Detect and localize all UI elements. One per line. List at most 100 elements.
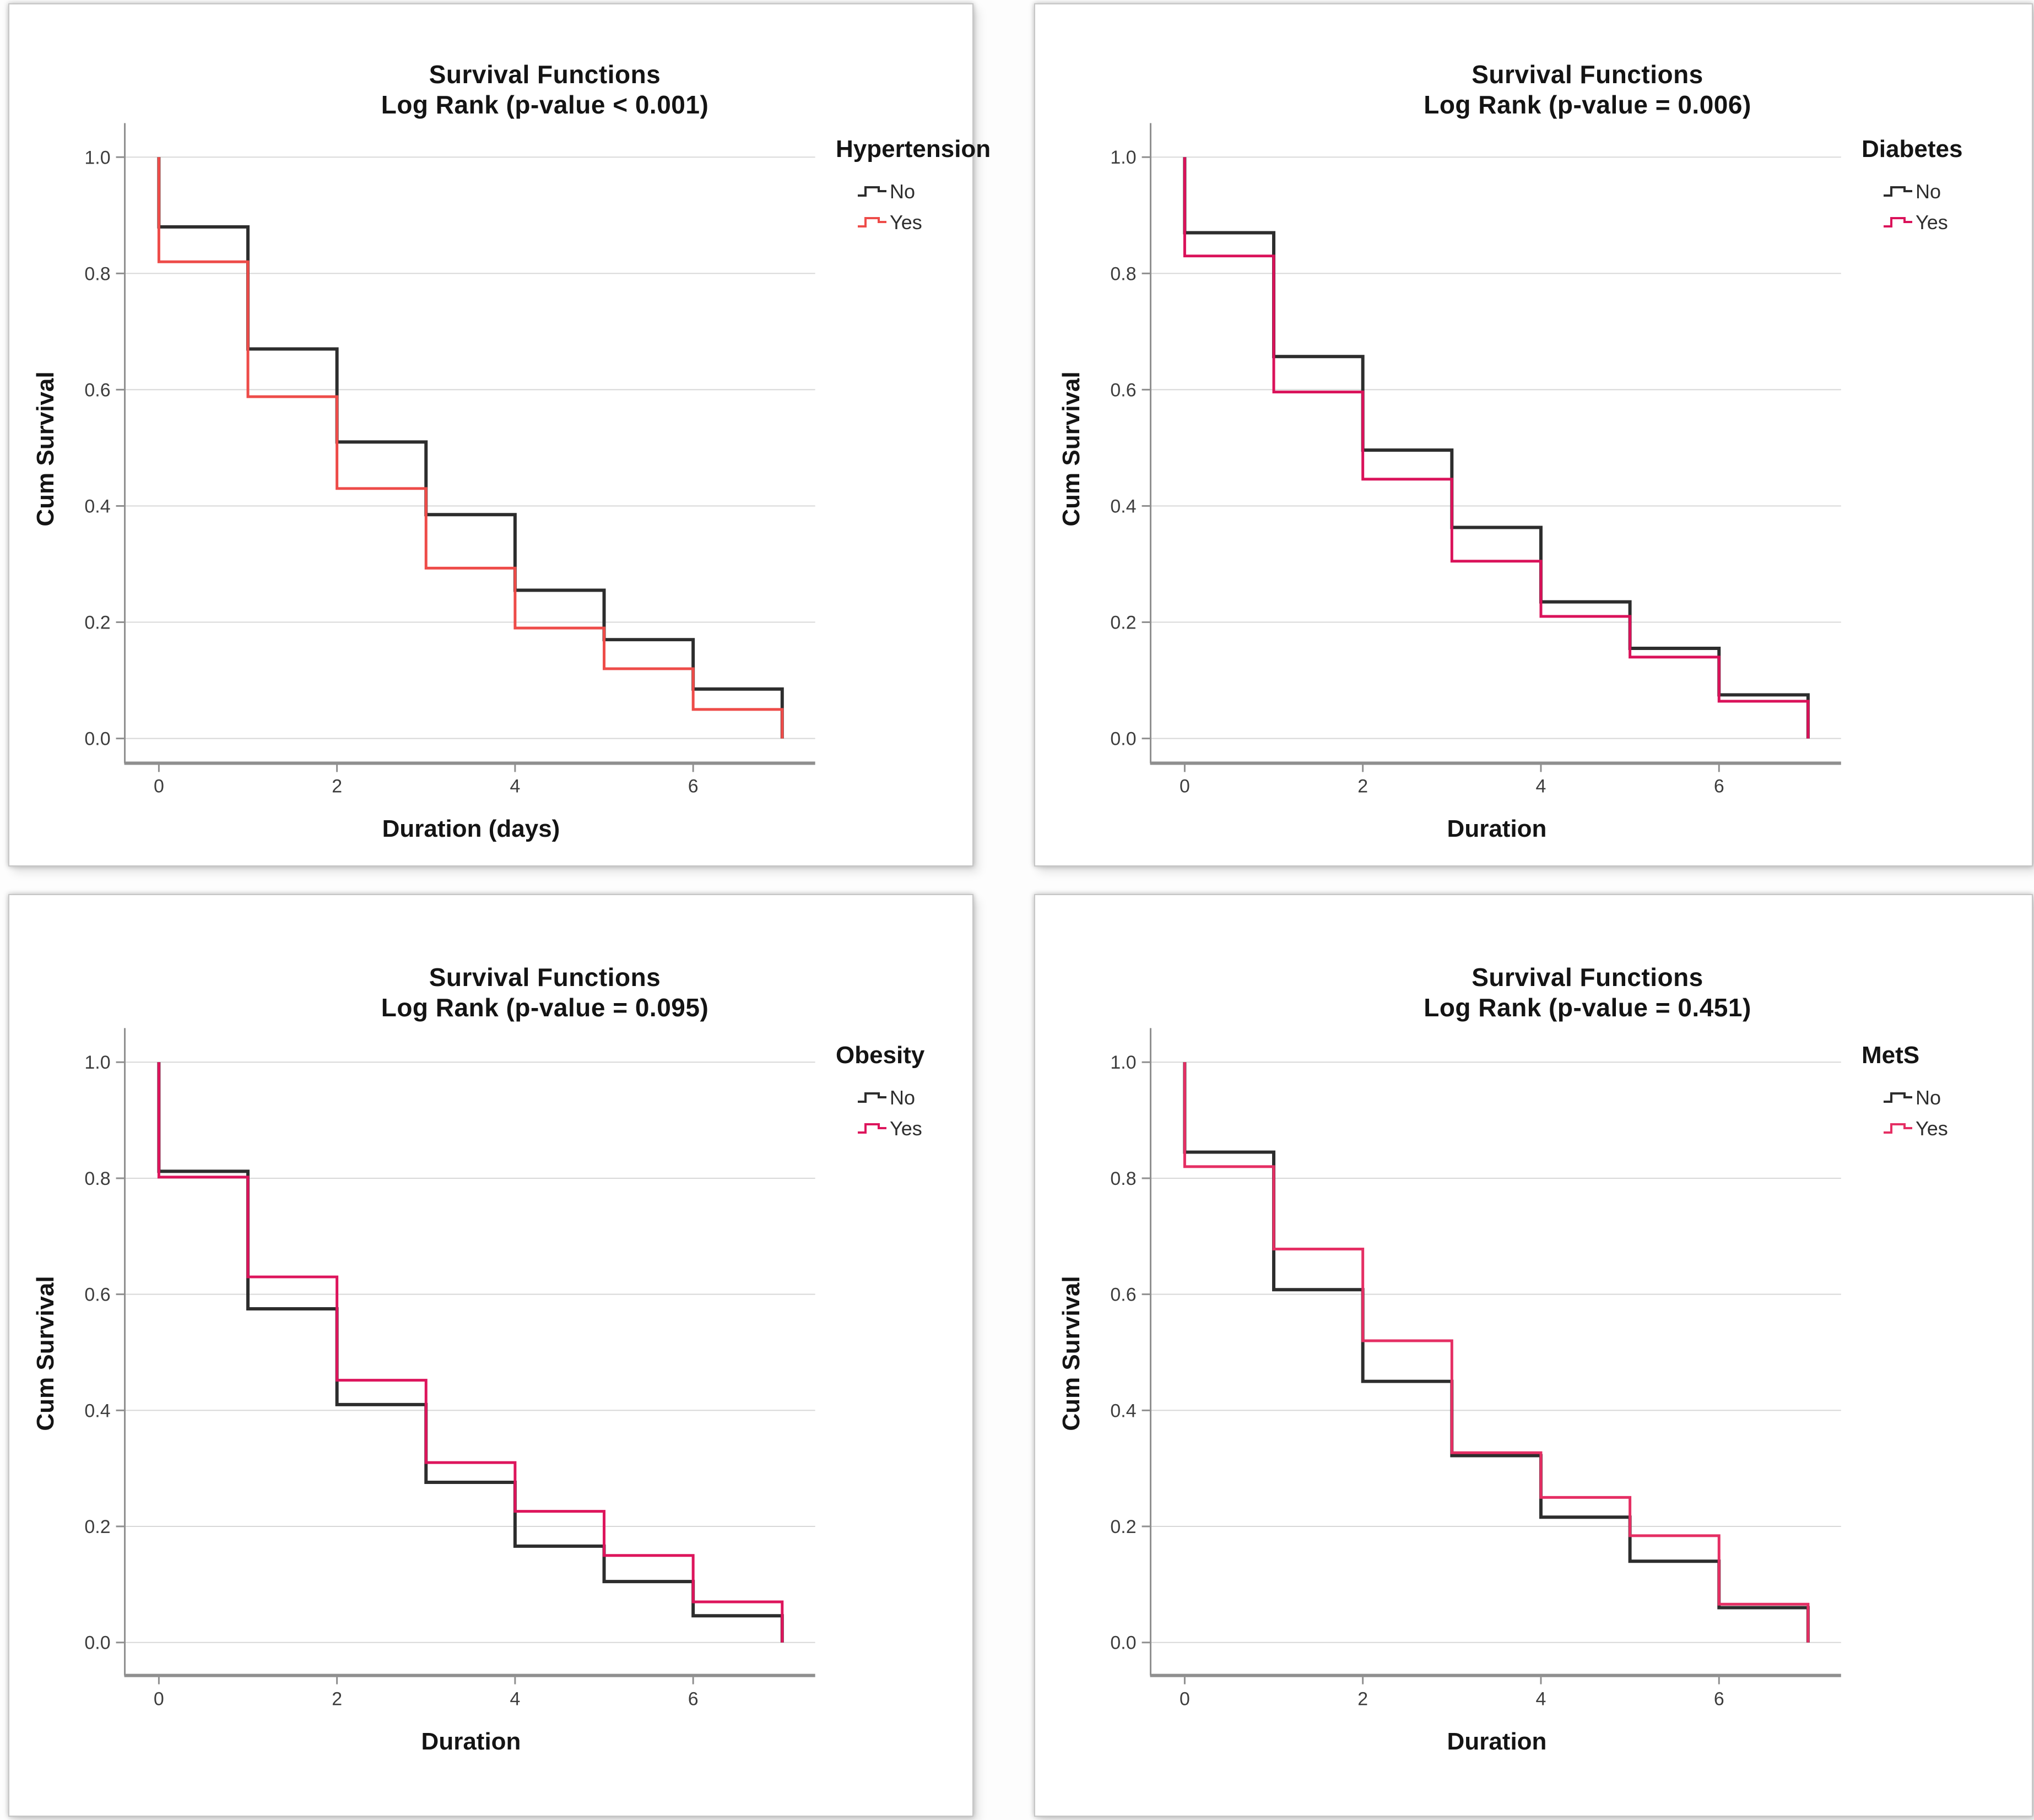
legend: Obesity No Yes <box>828 1042 1013 1144</box>
y-tick-label: 0.4 <box>84 496 110 517</box>
legend-item-no: No <box>1882 176 2034 207</box>
survival-curve-yes <box>1183 157 1810 739</box>
step-line-icon <box>858 217 886 228</box>
x-tick-label: 0 <box>1180 776 1190 797</box>
y-tick-label: 0.8 <box>1110 263 1136 284</box>
x-tick-label: 4 <box>1536 776 1546 797</box>
survival-curve-no <box>1183 157 1810 739</box>
step-line-icon <box>1884 1092 1912 1103</box>
panel-obesity: 1.0 0.8 0.6 0.4 0.2 0.0 0 2 4 6 Survival Function… <box>8 894 973 1817</box>
y-tick-label: 0.2 <box>1110 613 1136 633</box>
step-line-icon <box>1884 186 1912 197</box>
step-line-icon <box>858 1092 886 1103</box>
legend-item-label: No <box>890 1086 916 1109</box>
legend: Hypertension No Yes <box>828 136 1013 238</box>
x-axis-title: Duration (days) <box>382 815 560 842</box>
legend-item-yes: Yes <box>857 1113 1013 1144</box>
x-tick-label: 0 <box>1180 1688 1190 1709</box>
x-tick-label: 6 <box>1714 1688 1724 1709</box>
plot-area-hypertension: 1.0 0.8 0.6 0.4 0.2 0.0 0 2 4 6 <box>84 123 815 797</box>
x-axis-title: Duration <box>1447 1728 1547 1755</box>
survival-curve-yes <box>157 157 784 739</box>
chart-title-line1: Survival Functions <box>429 963 661 992</box>
chart-subtitle-pvalue: Log Rank (p-value = 0.095) <box>381 993 709 1022</box>
y-tick-label: 0.2 <box>84 613 110 633</box>
step-line-icon <box>858 186 886 197</box>
legend-item-no: No <box>857 176 1013 207</box>
legend-item-label: Yes <box>1916 1117 1948 1140</box>
panel-mets: 1.0 0.8 0.6 0.4 0.2 0.0 0 2 4 6 Survival Function… <box>1034 894 2033 1817</box>
y-tick-label: 0.6 <box>84 380 110 400</box>
y-tick-label: 0.8 <box>84 1168 110 1189</box>
legend-item-yes: Yes <box>857 207 1013 238</box>
legend-item-label: No <box>890 180 916 203</box>
legend-item-label: Yes <box>1916 211 1948 234</box>
y-tick-label: 1.0 <box>1110 147 1136 168</box>
survival-curve-yes <box>157 1062 784 1643</box>
chart-title: Survival Functions Log Rank (p-value = 0… <box>1151 59 2024 120</box>
y-tick-label: 0.4 <box>1110 1400 1136 1421</box>
y-tick-label: 0.0 <box>84 729 110 750</box>
panel-diabetes: 1.0 0.8 0.6 0.4 0.2 0.0 0 2 4 6 Survival Function… <box>1034 3 2033 866</box>
x-tick-label: 2 <box>332 776 342 797</box>
y-axis-title: Cum Survival <box>1058 1276 1085 1431</box>
chart-title-line1: Survival Functions <box>1472 963 1703 992</box>
y-tick-label: 1.0 <box>84 1052 110 1073</box>
x-tick-label: 4 <box>510 776 520 797</box>
legend: Diabetes No Yes <box>1854 136 2034 238</box>
y-tick-label: 0.6 <box>1110 380 1136 400</box>
y-tick-label: 0.2 <box>1110 1516 1136 1537</box>
legend-item-label: Yes <box>890 211 922 234</box>
y-tick-label: 1.0 <box>84 147 110 168</box>
x-tick-label: 6 <box>1714 776 1724 797</box>
x-tick-label: 0 <box>154 776 164 797</box>
x-tick-label: 0 <box>154 1688 164 1709</box>
legend-item-label: No <box>1916 180 1941 203</box>
y-tick-label: 0.0 <box>84 1633 110 1654</box>
step-line-icon <box>1884 217 1912 228</box>
chart-title-line1: Survival Functions <box>429 60 661 89</box>
y-tick-label: 0.4 <box>84 1400 110 1421</box>
y-tick-label: 0.6 <box>84 1285 110 1306</box>
chart-subtitle-pvalue: Log Rank (p-value = 0.451) <box>1424 993 1751 1022</box>
x-tick-label: 4 <box>510 1688 520 1709</box>
survival-curve-no <box>1183 1062 1810 1643</box>
chart-subtitle-pvalue: Log Rank (p-value = 0.006) <box>1424 90 1751 119</box>
chart-title: Survival Functions Log Rank (p-value = 0… <box>125 962 965 1023</box>
chart-grid: 1.0 0.8 0.6 0.4 0.2 0.0 0 2 4 6 Survival Function… <box>8 3 2034 1817</box>
legend: MetS No Yes <box>1854 1042 2034 1144</box>
y-tick-label: 0.6 <box>1110 1285 1136 1306</box>
x-axis-title: Duration <box>421 1728 521 1755</box>
plot-area-mets: 1.0 0.8 0.6 0.4 0.2 0.0 0 2 4 6 <box>1110 1028 1841 1709</box>
legend-title: MetS <box>1862 1042 1920 1069</box>
y-tick-label: 0.0 <box>1110 729 1136 750</box>
y-axis-title: Cum Survival <box>32 371 59 527</box>
y-axis-title: Cum Survival <box>1058 371 1085 527</box>
survival-curve-yes <box>1183 1062 1810 1643</box>
step-line-icon <box>858 1123 886 1134</box>
legend-title: Hypertension <box>836 136 991 162</box>
chart-title-line1: Survival Functions <box>1472 60 1703 89</box>
y-tick-label: 0.8 <box>84 263 110 284</box>
plot-area-diabetes: 1.0 0.8 0.6 0.4 0.2 0.0 0 2 4 6 <box>1110 123 1841 797</box>
plot-area-obesity: 1.0 0.8 0.6 0.4 0.2 0.0 0 2 4 6 <box>84 1028 815 1709</box>
x-tick-label: 2 <box>1357 776 1368 797</box>
legend-item-label: Yes <box>890 1117 922 1140</box>
y-tick-label: 0.0 <box>1110 1633 1136 1654</box>
y-tick-label: 0.4 <box>1110 496 1136 517</box>
legend-title: Diabetes <box>1862 136 1963 162</box>
x-tick-label: 2 <box>332 1688 342 1709</box>
x-axis-title: Duration <box>1447 815 1547 842</box>
chart-subtitle-pvalue: Log Rank (p-value < 0.001) <box>381 90 709 119</box>
step-line-icon <box>1884 1123 1912 1134</box>
legend-title: Obesity <box>836 1042 925 1069</box>
survival-curve-no <box>157 157 784 739</box>
y-axis-title: Cum Survival <box>32 1276 59 1431</box>
legend-item-yes: Yes <box>1882 1113 2034 1144</box>
y-tick-label: 0.2 <box>84 1516 110 1537</box>
legend-item-no: No <box>857 1082 1013 1113</box>
chart-title: Survival Functions Log Rank (p-value < 0… <box>125 59 965 120</box>
x-tick-label: 2 <box>1357 1688 1368 1709</box>
y-tick-label: 0.8 <box>1110 1168 1136 1189</box>
